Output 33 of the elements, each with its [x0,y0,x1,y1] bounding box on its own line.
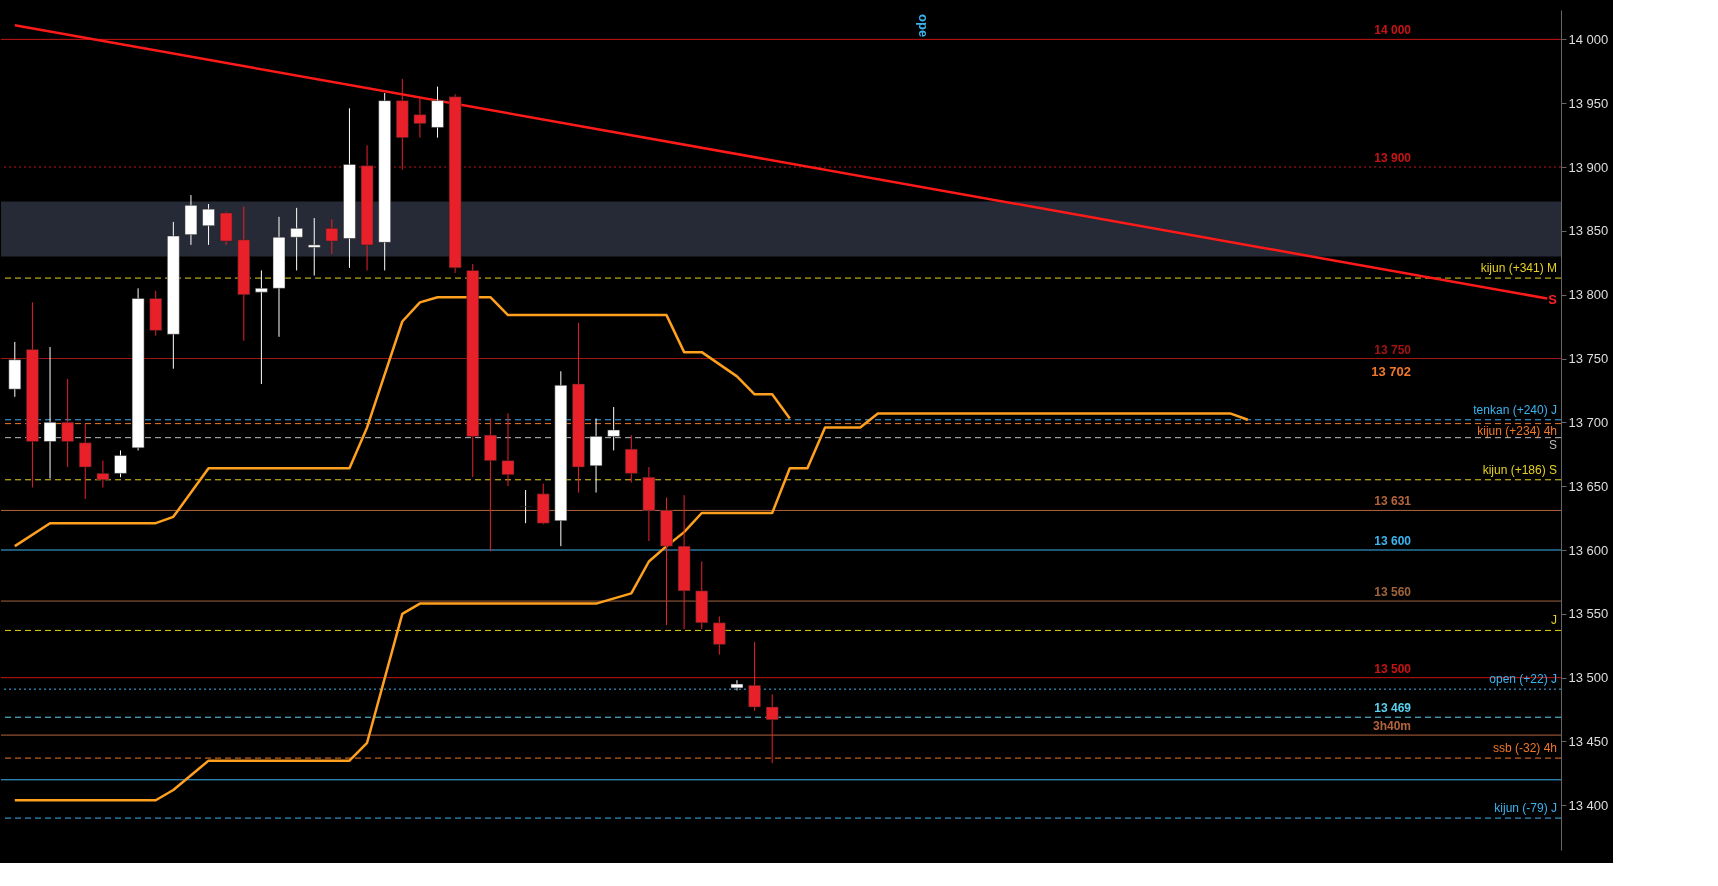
y-tick-label: 14 000 [1568,31,1609,47]
y-tick-label: 13 650 [1568,478,1609,494]
ref-line-label: J [1551,613,1557,628]
ref-line-label: ssb (-32) 4h [1492,741,1557,756]
ref-line-label: kijun (+341) M [1480,261,1557,276]
ref-line-label: 13 900 [1374,151,1412,166]
ref-line-label: 13 600 [1374,534,1412,548]
ref-line-label: kijun (+234) 4h [1477,423,1557,438]
y-tick-label: 13 700 [1568,414,1609,430]
y-tick-label: 13 800 [1568,287,1609,303]
ref-line-label: kijun (-79) J [1494,801,1557,816]
annotation: ope [916,14,931,38]
ref-line-label: 3h40m [1372,719,1411,734]
ref-line-label: 13 560 [1374,585,1412,600]
y-tick-label: 13 450 [1568,733,1609,749]
ref-line-label: 13 469 [1374,701,1412,716]
y-tick-label: 13 950 [1568,95,1609,111]
y-tick-label: 13 900 [1568,159,1609,175]
ref-line-label: 14 000 [1374,23,1412,38]
ref-line-label: kijun (+186) S [1482,462,1557,477]
ref-line-label: 13 500 [1374,661,1412,676]
annotation: 13 702 [1371,364,1411,379]
annotation: S [1548,292,1558,307]
y-tick-label: 13 400 [1568,797,1609,813]
y-tick-label: 13 550 [1568,606,1609,622]
ref-line-label: 13 631 [1374,494,1412,509]
y-tick-label: 13 850 [1568,223,1609,239]
y-tick-label: 13 500 [1568,670,1609,686]
y-tick-label: 13 600 [1568,542,1609,558]
ref-line-label: 13 750 [1374,342,1412,357]
ref-line-label: tenkan (+240) J [1473,402,1557,417]
y-tick-label: 13 750 [1568,351,1609,367]
ref-line-label: S [1548,437,1557,452]
